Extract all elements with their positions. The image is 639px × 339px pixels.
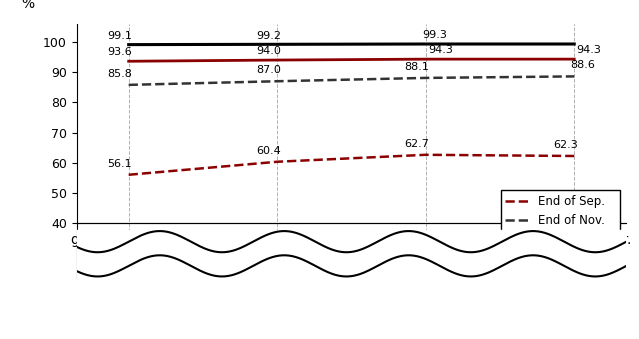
Text: 93.6: 93.6 [107,47,132,57]
Text: 88.1: 88.1 [404,62,429,72]
Text: 94.3: 94.3 [576,45,601,55]
Text: 87.0: 87.0 [256,65,281,75]
Text: 62.3: 62.3 [553,140,578,150]
Text: 88.6: 88.6 [571,60,596,71]
Text: 0: 0 [116,265,123,278]
Text: 56.1: 56.1 [107,159,132,169]
Text: 99.1: 99.1 [107,31,132,41]
Text: 60.4: 60.4 [256,146,281,156]
Text: 62.7: 62.7 [404,139,429,149]
Text: %: % [22,0,35,11]
Text: 99.3: 99.3 [422,31,447,40]
Legend: End of Sep., End of Nov., End of Jan., End of March: End of Sep., End of Nov., End of Jan., E… [501,191,620,270]
Text: 85.8: 85.8 [107,69,132,79]
Text: 94.0: 94.0 [256,45,281,56]
Text: 94.3: 94.3 [428,45,453,55]
Text: 99.2: 99.2 [256,31,281,41]
